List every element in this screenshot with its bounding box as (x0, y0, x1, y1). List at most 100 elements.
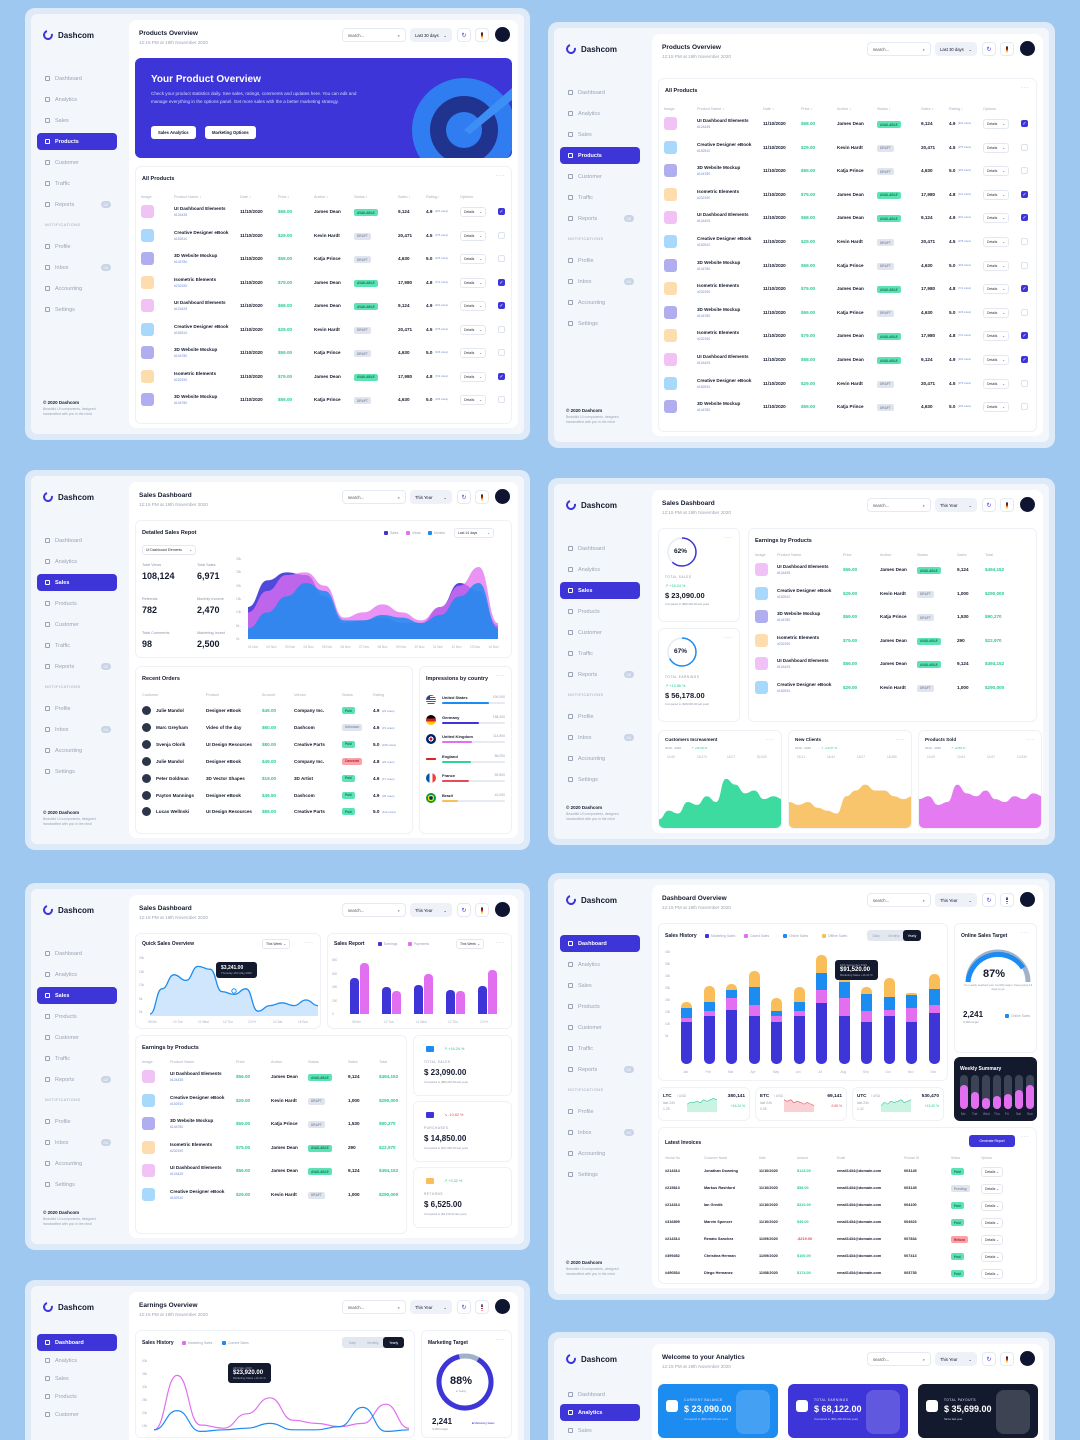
sidebar-item-inbox[interactable]: Inbox 04 (37, 259, 117, 276)
sidebar-item-customer[interactable]: Customer (37, 154, 117, 171)
details-dropdown[interactable]: Details ⌄ (983, 237, 1009, 247)
order-row[interactable]: Julie Mandol Designer eBook $49.00 Company … (136, 756, 412, 770)
row-checkbox[interactable] (1021, 308, 1028, 316)
more-options-icon[interactable]: ··· (1021, 930, 1030, 936)
sidebar-item-dashboard[interactable]: Dashboard (37, 70, 117, 87)
marketing-options-button[interactable]: Marketing Options (205, 126, 256, 139)
search-input[interactable]: search... ⌕ (342, 1300, 406, 1314)
table-row[interactable]: Creative Designer eBook #152510 $29.00 Kevi… (136, 1187, 406, 1210)
table-row[interactable]: Creative Designer eBook #152510 $29.00 Kevi… (136, 1093, 406, 1116)
product-name[interactable]: Isometric Elements (697, 330, 740, 336)
sidebar-item-products[interactable]: Products (37, 1388, 117, 1405)
product-name[interactable]: Creative Designer eBook (170, 1094, 225, 1100)
column-header[interactable]: Total (379, 1060, 388, 1064)
sidebar-item-traffic[interactable]: Traffic (37, 175, 117, 192)
language-button[interactable] (1000, 42, 1014, 56)
details-dropdown[interactable]: Details ⌄ (983, 119, 1009, 129)
table-row[interactable]: UI Dashboard Elements #124425 $56.00 James … (749, 657, 1036, 679)
row-checkbox[interactable] (1021, 143, 1028, 151)
row-checkbox[interactable] (1021, 261, 1028, 269)
product-name[interactable]: Isometric Elements (697, 283, 740, 289)
user-avatar[interactable] (495, 27, 510, 42)
sidebar-item-products[interactable]: Products (37, 595, 117, 612)
product-name[interactable]: Creative Designer eBook (170, 1188, 225, 1194)
details-dropdown[interactable]: Details ⌄ (981, 1218, 1003, 1228)
toggle-daily[interactable]: Daily (348, 1340, 356, 1345)
product-name[interactable]: Isometric Elements (170, 1141, 213, 1147)
sidebar-item-profile[interactable]: Profile (560, 252, 640, 269)
order-row[interactable]: Lucas Wellnski UI Design Resources $89.00 C… (136, 806, 412, 820)
search-input[interactable]: search... ⌕ (867, 893, 931, 907)
sidebar-item-sales[interactable]: Sales (560, 126, 640, 143)
language-button[interactable] (475, 490, 489, 504)
column-header[interactable]: Status (951, 1156, 961, 1160)
product-name[interactable]: Isometric Elements (174, 370, 217, 376)
column-header[interactable]: Author (880, 553, 892, 557)
row-checkbox[interactable]: ✓ (1021, 214, 1028, 222)
column-header[interactable]: Rating ↕ (949, 107, 963, 111)
product-name[interactable]: 3D Website Mockup (697, 165, 741, 171)
details-dropdown[interactable]: Details ⌄ (983, 378, 1009, 389)
product-name[interactable]: 3D Website Mockup (697, 401, 741, 407)
details-dropdown[interactable]: Details ⌄ (460, 230, 486, 241)
table-row[interactable]: Creative Designer eBook #152510 11/10/2020… (659, 376, 1036, 401)
sidebar-item-traffic[interactable]: Traffic (560, 645, 640, 662)
column-header[interactable]: Options (981, 1156, 992, 1160)
column-header[interactable]: Sales (957, 553, 967, 557)
row-checkbox[interactable]: ✓ (498, 208, 505, 215)
language-button[interactable] (1000, 498, 1014, 512)
table-row[interactable]: Isometric Elements #232190 11/10/2020 $79.0… (659, 187, 1036, 212)
row-checkbox[interactable] (498, 349, 505, 356)
details-dropdown[interactable]: Details ⌄ (983, 355, 1009, 365)
details-dropdown[interactable]: Details ⌄ (460, 395, 486, 405)
language-button[interactable] (1000, 893, 1014, 907)
sidebar-item-accounting[interactable]: Accounting (560, 750, 640, 767)
range-dropdown[interactable]: Last 14 days ⌄ (454, 528, 494, 538)
more-options-icon[interactable]: ··· (1021, 1134, 1030, 1140)
notification-bell-icon[interactable]: ↻ (982, 498, 996, 512)
column-header[interactable]: Price ↕ (801, 107, 813, 111)
product-name[interactable]: 3D Website Mockup (174, 347, 218, 352)
row-checkbox[interactable] (498, 231, 505, 239)
user-avatar[interactable] (495, 902, 510, 917)
table-row[interactable]: Isometric Elements #232190 11/10/2020 $79.0… (659, 329, 1036, 353)
more-options-icon[interactable]: ··· (896, 737, 905, 743)
column-header[interactable]: Status ↕ (877, 107, 891, 111)
sidebar-item-customer[interactable]: Customer (560, 624, 640, 641)
sidebar-item-customer[interactable]: Customer (37, 1406, 117, 1423)
details-dropdown[interactable]: Details ⌄ (983, 213, 1009, 224)
sidebar-item-accounting[interactable]: Accounting (37, 280, 117, 297)
sidebar-item-accounting[interactable]: Accounting (560, 294, 640, 311)
sidebar-item-customer[interactable]: Customer (560, 1019, 640, 1036)
toggle-monthly[interactable]: Monthly (888, 933, 900, 938)
sidebar-item-sales[interactable]: Sales (560, 977, 640, 994)
details-dropdown[interactable]: Details ⌄ (460, 301, 486, 311)
sidebar-item-sales[interactable]: Sales (560, 582, 640, 599)
sidebar-item-analytics[interactable]: Analytics (37, 553, 117, 570)
details-dropdown[interactable]: Details ⌄ (981, 1184, 1003, 1194)
order-row[interactable]: Payton Mannings Designer eBook $49.50 Dashc… (136, 790, 412, 804)
table-row[interactable]: Isometric Elements #232190 11/10/2020 $79.0… (136, 275, 511, 300)
user-avatar[interactable] (495, 489, 510, 504)
table-row[interactable]: UI Dashboard Elements #124435 $56.00 James … (749, 563, 1036, 585)
row-checkbox[interactable]: ✓ (1021, 190, 1028, 198)
product-name[interactable]: Creative Designer eBook (697, 236, 752, 241)
sidebar-item-profile[interactable]: Profile (37, 238, 117, 255)
details-dropdown[interactable]: Details ⌄ (983, 402, 1009, 413)
search-input[interactable]: search... ⌕ (342, 903, 406, 917)
sidebar-item-reports[interactable]: Reports 02 (560, 1061, 640, 1078)
notification-bell-icon[interactable]: ↻ (457, 490, 471, 504)
sidebar-item-settings[interactable]: Settings (37, 301, 117, 318)
column-header[interactable]: Status (308, 1060, 319, 1064)
table-row[interactable]: 3D Website Mockup #144780 $59.00 Katja Prin… (749, 610, 1036, 632)
user-avatar[interactable] (1020, 497, 1035, 512)
order-row[interactable]: Peter Goldman 3D Vector Shapes $19.00 3D Ar… (136, 773, 412, 787)
sidebar-item-settings[interactable]: Settings (560, 1166, 640, 1183)
table-row[interactable]: Creative Designer eBook #152510 $29.00 Kevi… (749, 680, 1036, 703)
sidebar-item-analytics[interactable]: Analytics (37, 966, 117, 983)
sidebar-item-profile[interactable]: Profile (560, 1103, 640, 1120)
sidebar-item-reports[interactable]: Reports 02 (37, 196, 117, 213)
product-name[interactable]: 3D Website Mockup (697, 306, 741, 312)
details-dropdown[interactable]: Details ⌄ (983, 307, 1009, 318)
balance-card[interactable]: TOTAL PAYOUTS $ 35,699.00 Since last year (918, 1384, 1038, 1438)
